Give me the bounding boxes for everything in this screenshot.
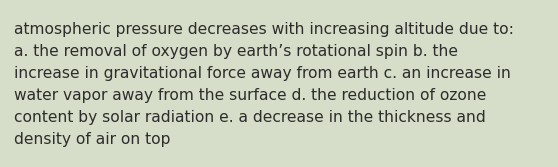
Text: water vapor away from the surface d. the reduction of ozone: water vapor away from the surface d. the… bbox=[14, 88, 487, 103]
Text: atmospheric pressure decreases with increasing altitude due to:: atmospheric pressure decreases with incr… bbox=[14, 22, 514, 37]
Text: increase in gravitational force away from earth c. an increase in: increase in gravitational force away fro… bbox=[14, 66, 511, 81]
Text: a. the removal of oxygen by earth’s rotational spin b. the: a. the removal of oxygen by earth’s rota… bbox=[14, 44, 458, 59]
Text: content by solar radiation e. a decrease in the thickness and: content by solar radiation e. a decrease… bbox=[14, 110, 486, 125]
Text: density of air on top: density of air on top bbox=[14, 132, 171, 147]
